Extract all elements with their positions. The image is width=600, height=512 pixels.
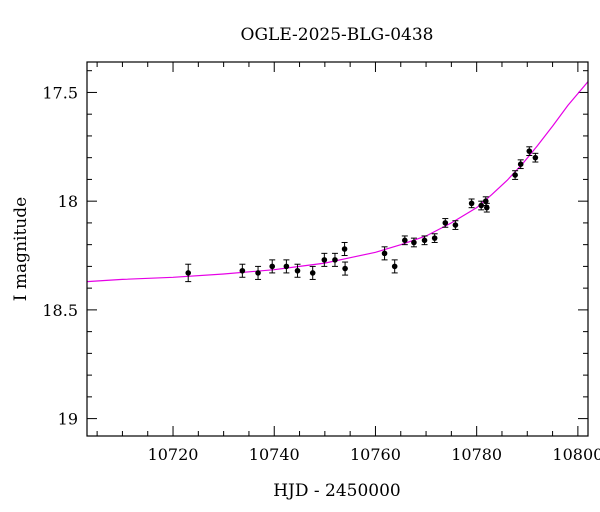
data-point bbox=[185, 270, 192, 276]
data-point bbox=[431, 235, 438, 241]
y-axis-label: I magnitude bbox=[11, 197, 31, 301]
data-point bbox=[482, 198, 489, 204]
data-point bbox=[381, 250, 388, 257]
data-point bbox=[526, 148, 533, 154]
x-tick-label: 10720 bbox=[148, 445, 199, 464]
data-point bbox=[255, 270, 261, 276]
data-point bbox=[309, 270, 316, 276]
x-tick-label: 10780 bbox=[451, 445, 502, 464]
data-point bbox=[512, 172, 518, 178]
model-curve bbox=[86, 81, 589, 283]
data-point bbox=[452, 222, 459, 228]
data-point bbox=[402, 237, 408, 244]
model-curve-group bbox=[86, 81, 589, 283]
data-point bbox=[468, 200, 475, 207]
data-points-group bbox=[185, 146, 539, 283]
chart-title: OGLE-2025-BLG-0438 bbox=[241, 25, 434, 45]
data-point bbox=[421, 237, 428, 244]
data-point bbox=[411, 239, 417, 246]
x-axis-label: HJD - 2450000 bbox=[273, 481, 401, 501]
data-point bbox=[483, 204, 490, 211]
axis-ticks: 10720 10740 10760 10780 10800 17.5 18 18.5 19 bbox=[42, 62, 600, 464]
data-point bbox=[332, 257, 338, 263]
data-point bbox=[269, 263, 276, 270]
x-tick-label: 10760 bbox=[350, 445, 401, 464]
data-point bbox=[341, 246, 348, 252]
plot-frame bbox=[86, 61, 589, 437]
data-point bbox=[442, 220, 449, 226]
y-tick-label: 18.5 bbox=[42, 301, 78, 320]
y-tick-label: 19 bbox=[58, 410, 78, 429]
data-point bbox=[342, 265, 348, 272]
data-point bbox=[239, 267, 246, 274]
y-tick-label: 18 bbox=[58, 192, 78, 211]
data-point bbox=[294, 267, 301, 274]
x-tick-label: 10740 bbox=[249, 445, 300, 464]
y-tick-label: 17.5 bbox=[42, 83, 78, 102]
data-point bbox=[532, 154, 539, 161]
data-point bbox=[517, 161, 524, 167]
data-point bbox=[391, 263, 398, 270]
data-point bbox=[283, 263, 290, 270]
data-point bbox=[321, 257, 328, 263]
x-tick-label: 10800 bbox=[552, 445, 600, 464]
data-point bbox=[478, 202, 485, 209]
